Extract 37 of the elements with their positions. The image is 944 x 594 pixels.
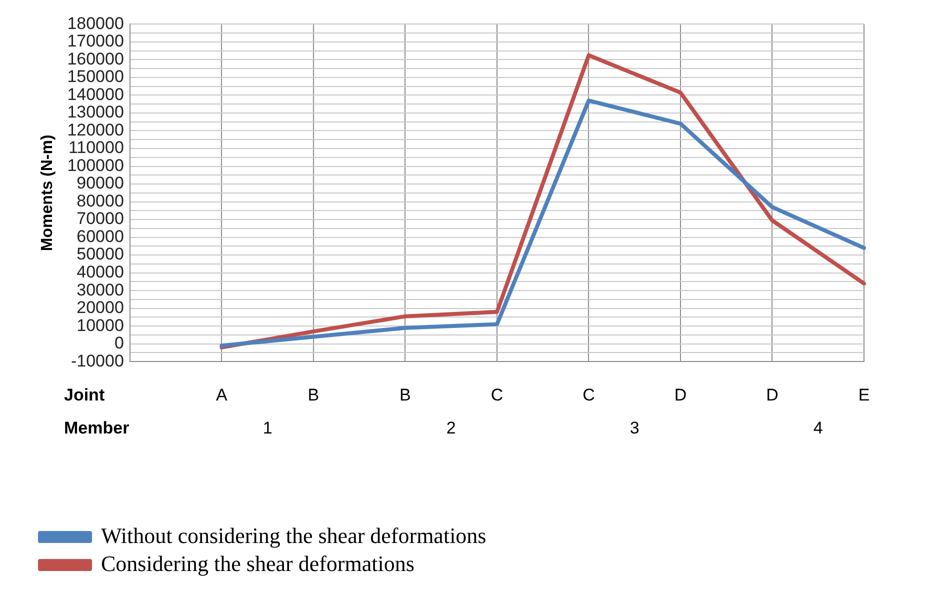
y-tick-label: 30000: [76, 280, 124, 300]
x-tick-label: D: [674, 385, 687, 404]
y-tick-label: 10000: [76, 316, 124, 335]
y-tick-label: 170000: [67, 32, 124, 51]
y-tick-label: 50000: [76, 244, 124, 264]
x-tick-label: C: [582, 385, 595, 404]
y-tick-label: 180000: [67, 14, 124, 33]
legend-label: Without considering the shear deformations: [101, 522, 486, 548]
x-tick-label: A: [216, 385, 228, 404]
text: 2: [446, 418, 456, 438]
text: Joint: [64, 385, 105, 404]
legend-label: Considering the shear deformations: [101, 550, 414, 576]
y-tick-label: 110000: [68, 138, 124, 158]
text: 1: [262, 418, 272, 438]
y-tick-label: 90000: [76, 174, 124, 193]
y-tick-label: -10000: [70, 351, 124, 370]
y-tick-label: 20000: [76, 298, 124, 318]
x-tick-label: B: [308, 385, 320, 404]
text: 4: [813, 418, 823, 438]
text: Member: [64, 418, 130, 438]
y-axis-title: Moments (N-m): [39, 134, 56, 252]
y-tick-label: 140000: [67, 84, 124, 104]
x-tick-label: B: [400, 385, 411, 404]
y-tick-label: 160000: [67, 49, 124, 68]
y-tick-label: 70000: [76, 209, 124, 228]
x-tick-label: E: [858, 385, 870, 404]
y-tick-label: 100000: [67, 156, 124, 175]
y-tick-label: 60000: [76, 226, 124, 246]
y-tick-label: 130000: [67, 102, 124, 122]
y-tick-label: 40000: [76, 262, 124, 282]
y-tick-label: 0: [114, 334, 124, 353]
x-tick-label: D: [766, 385, 778, 404]
x-tick-label: C: [490, 385, 504, 404]
text: 3: [630, 418, 640, 438]
y-tick-label: 150000: [67, 67, 124, 86]
y-tick-label: 120000: [67, 120, 124, 140]
y-tick-label: 80000: [76, 191, 124, 210]
